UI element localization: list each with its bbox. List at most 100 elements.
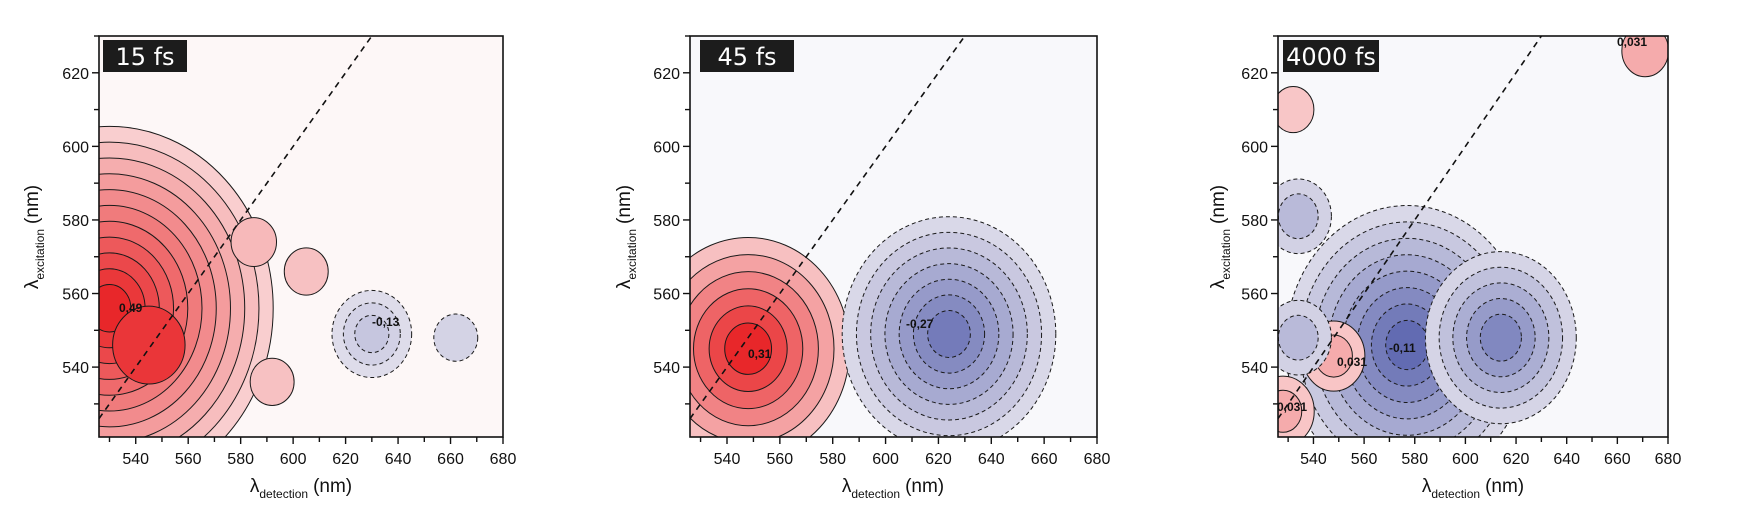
- x-axis: 540 560 580 600 620 640 660 680: [108, 437, 517, 468]
- y-tick-label: 560: [62, 287, 89, 304]
- x-axis-lambda: λ: [842, 476, 852, 497]
- x-axis-subscript: detection: [851, 487, 900, 501]
- x-axis-subscript: detection: [259, 487, 308, 501]
- x-tick-label: 580: [819, 451, 846, 468]
- y-axis: 540 560 580 600 620: [653, 35, 690, 405]
- x-tick-label: 540: [714, 451, 741, 468]
- y-tick-label: 560: [653, 287, 680, 304]
- y-tick-label: 540: [653, 360, 680, 377]
- diagonal-line: [98, 35, 373, 420]
- contour-level-6-1: [1278, 314, 1319, 361]
- contour-level-4-0: [1621, 36, 1668, 78]
- x-axis-unit: (nm): [1485, 476, 1524, 497]
- panel-label: 15 fs: [115, 43, 174, 71]
- y-axis-lambda: λ: [614, 279, 635, 289]
- y-tick-label: 600: [653, 139, 680, 156]
- peak-label-pos-corner: 0,031: [1277, 400, 1307, 414]
- x-tick-label: 680: [490, 451, 517, 468]
- y-axis-subscript: excitation: [1219, 229, 1233, 280]
- x-axis-title: λdetection (nm): [842, 476, 944, 501]
- peak-label-max: 0,49: [119, 301, 143, 315]
- y-axis-lambda: λ: [1208, 279, 1229, 289]
- plot-frame: [689, 35, 1098, 438]
- y-axis-title: λexcitation (nm): [614, 185, 639, 289]
- panel-4000fs: 540 560 580 600 620 640 660 680 540 560 580 600 620…: [1208, 35, 1682, 501]
- peak-label-min: -0,27: [906, 317, 934, 331]
- y-axis-lambda: λ: [22, 279, 43, 289]
- contour-level-5-2: [354, 314, 390, 354]
- x-tick-label: 680: [1655, 451, 1682, 468]
- plot-frame: [98, 35, 504, 438]
- x-tick-label: 680: [1084, 451, 1111, 468]
- x-axis-lambda: λ: [250, 476, 260, 497]
- y-axis-unit: (nm): [1208, 185, 1229, 224]
- contour-layer: [690, 216, 1057, 437]
- x-tick-label: 620: [925, 451, 952, 468]
- y-axis-unit: (nm): [614, 185, 635, 224]
- contour-level-0-5: [724, 322, 773, 375]
- y-axis-subscript: excitation: [33, 229, 47, 280]
- x-tick-label: 660: [437, 451, 464, 468]
- y-tick-label: 620: [62, 66, 89, 83]
- x-axis: 540 560 580 600 620 640 660 680: [1287, 437, 1682, 468]
- x-axis-title: λdetection (nm): [250, 476, 352, 501]
- x-tick-label: 640: [385, 451, 412, 468]
- contour-level-7-0: [1278, 86, 1315, 134]
- y-axis-title: λexcitation (nm): [1208, 185, 1233, 289]
- x-tick-label: 560: [1351, 451, 1378, 468]
- y-tick-label: 600: [62, 139, 89, 156]
- x-axis-unit: (nm): [905, 476, 944, 497]
- y-tick-label: 560: [1241, 287, 1268, 304]
- y-axis: 540 560 580 600 620: [62, 35, 99, 405]
- x-tick-label: 580: [227, 451, 254, 468]
- contour-level-1-4: [1479, 313, 1522, 362]
- contour-level-1-6: [927, 310, 971, 358]
- panel-label: 45 fs: [717, 43, 776, 71]
- y-axis-unit: (nm): [22, 185, 43, 224]
- contour-level-3-0: [283, 247, 329, 296]
- y-tick-label: 580: [1241, 213, 1268, 230]
- contour-level-6-0: [433, 313, 479, 362]
- x-tick-label: 620: [1503, 451, 1530, 468]
- peak-label-max: 0,31: [748, 347, 772, 361]
- x-tick-label: 540: [1300, 451, 1327, 468]
- y-tick-label: 580: [653, 213, 680, 230]
- y-axis-title: λexcitation (nm): [22, 185, 47, 289]
- contour-level-3-1: [1278, 389, 1303, 433]
- x-tick-label: 600: [1452, 451, 1479, 468]
- x-tick-label: 540: [122, 451, 149, 468]
- x-tick-label: 620: [332, 451, 359, 468]
- x-tick-label: 560: [175, 451, 202, 468]
- plot-frame: [1277, 35, 1669, 438]
- diagonal-line: [1277, 35, 1543, 420]
- x-axis: 540 560 580 600 620 640 660 680: [699, 437, 1111, 468]
- peak-label-min: -0,11: [1389, 341, 1416, 355]
- y-tick-label: 540: [1241, 360, 1268, 377]
- y-tick-label: 620: [653, 66, 680, 83]
- x-tick-label: 600: [280, 451, 307, 468]
- y-axis: 540 560 580 600 620: [1241, 35, 1278, 405]
- panel-label-box: [700, 40, 794, 72]
- contour-level-4-0: [249, 357, 295, 406]
- panel-label: 4000 fs: [1286, 43, 1376, 71]
- x-axis-title: λdetection (nm): [1422, 476, 1524, 501]
- peak-label-pos: 0,031: [1337, 355, 1367, 369]
- x-tick-label: 560: [767, 451, 794, 468]
- x-axis-subscript: detection: [1431, 487, 1480, 501]
- peak-label-min: -0,13: [372, 315, 400, 329]
- peak-label-pos-top: 0,031: [1617, 35, 1647, 49]
- diagonal-line: [689, 35, 966, 420]
- x-tick-label: 640: [1553, 451, 1580, 468]
- x-tick-label: 640: [978, 451, 1005, 468]
- x-axis-unit: (nm): [313, 476, 352, 497]
- y-tick-label: 620: [1241, 66, 1268, 83]
- x-tick-label: 580: [1401, 451, 1428, 468]
- y-tick-label: 580: [62, 213, 89, 230]
- contour-level-1-0: [112, 305, 186, 385]
- x-axis-lambda: λ: [1422, 476, 1432, 497]
- panel-label-box: [103, 40, 187, 72]
- contour-layer: [1278, 36, 1668, 437]
- panel-15fs: 540 560 580 600 620 640 660 680 540 560 580 600 620…: [22, 35, 517, 501]
- contour-level-2-0: [230, 217, 278, 267]
